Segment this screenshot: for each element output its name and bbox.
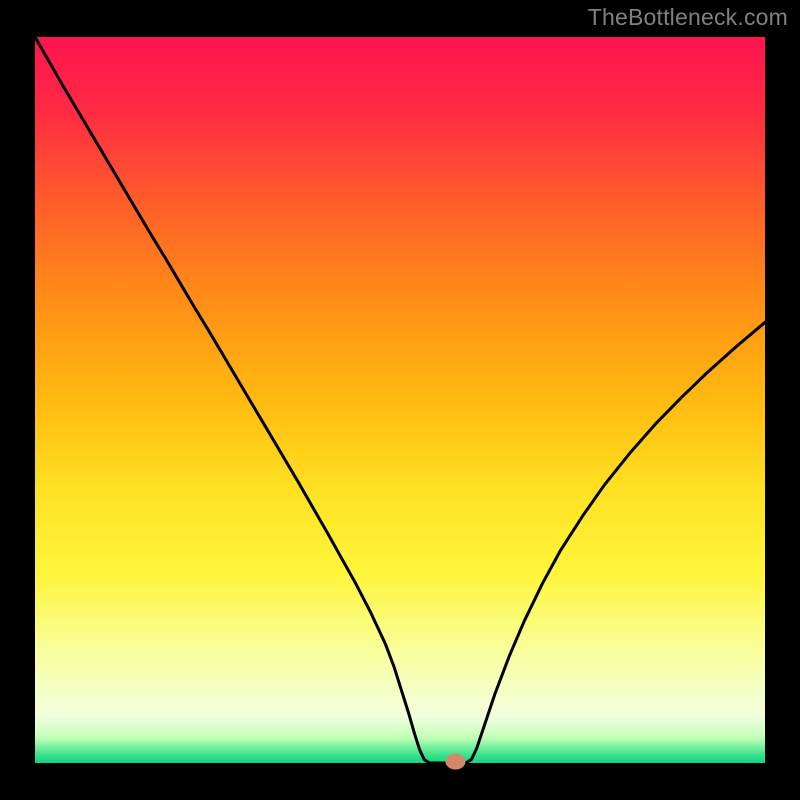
watermark-text: TheBottleneck.com <box>588 4 788 31</box>
chart-frame: TheBottleneck.com <box>0 0 800 800</box>
chart-gradient-background <box>35 37 765 763</box>
optimal-point-marker <box>445 754 465 770</box>
bottleneck-chart <box>0 0 800 800</box>
